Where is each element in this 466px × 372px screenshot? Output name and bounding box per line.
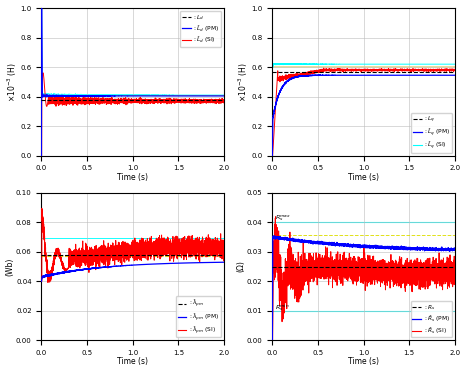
Legend: $: L_d$, $: \hat{L}_d$ (PM), $: \hat{L}_d$ (SI): $: L_d$, $: \hat{L}_d$ (PM), $: \hat{L}_… xyxy=(180,11,221,47)
Legend: $: \hat{\lambda}_{pm}$, $: \hat{\lambda}_{pm}$ (PM), $: \hat{\lambda}_{pm}$ (SI): $: \hat{\lambda}_{pm}$, $: \hat{\lambda}… xyxy=(176,296,221,337)
Legend: $: L_q$, $: \hat{L}_q$ (PM), $: \hat{L}_q$ (SI): $: L_q$, $: \hat{L}_q$ (PM), $: \hat{L}_… xyxy=(411,113,452,153)
X-axis label: Time (s): Time (s) xyxy=(117,357,148,366)
Y-axis label: $\times10^{-3}$ (H): $\times10^{-3}$ (H) xyxy=(6,62,19,102)
Text: $R_s^{max}$: $R_s^{max}$ xyxy=(275,213,291,223)
Y-axis label: $\times10^{-3}$ (H): $\times10^{-3}$ (H) xyxy=(237,62,250,102)
Y-axis label: (Ω): (Ω) xyxy=(236,260,246,272)
Text: $R_s^{min}$: $R_s^{min}$ xyxy=(275,302,290,313)
X-axis label: Time (s): Time (s) xyxy=(348,357,379,366)
X-axis label: Time (s): Time (s) xyxy=(348,173,379,182)
Legend: $: R_s$, $: \hat{R}_s$ (PM), $: \hat{R}_s$ (SI): $: R_s$, $: \hat{R}_s$ (PM), $: \hat{R}_… xyxy=(411,301,452,337)
X-axis label: Time (s): Time (s) xyxy=(117,173,148,182)
Y-axis label: (Wb): (Wb) xyxy=(6,257,14,276)
